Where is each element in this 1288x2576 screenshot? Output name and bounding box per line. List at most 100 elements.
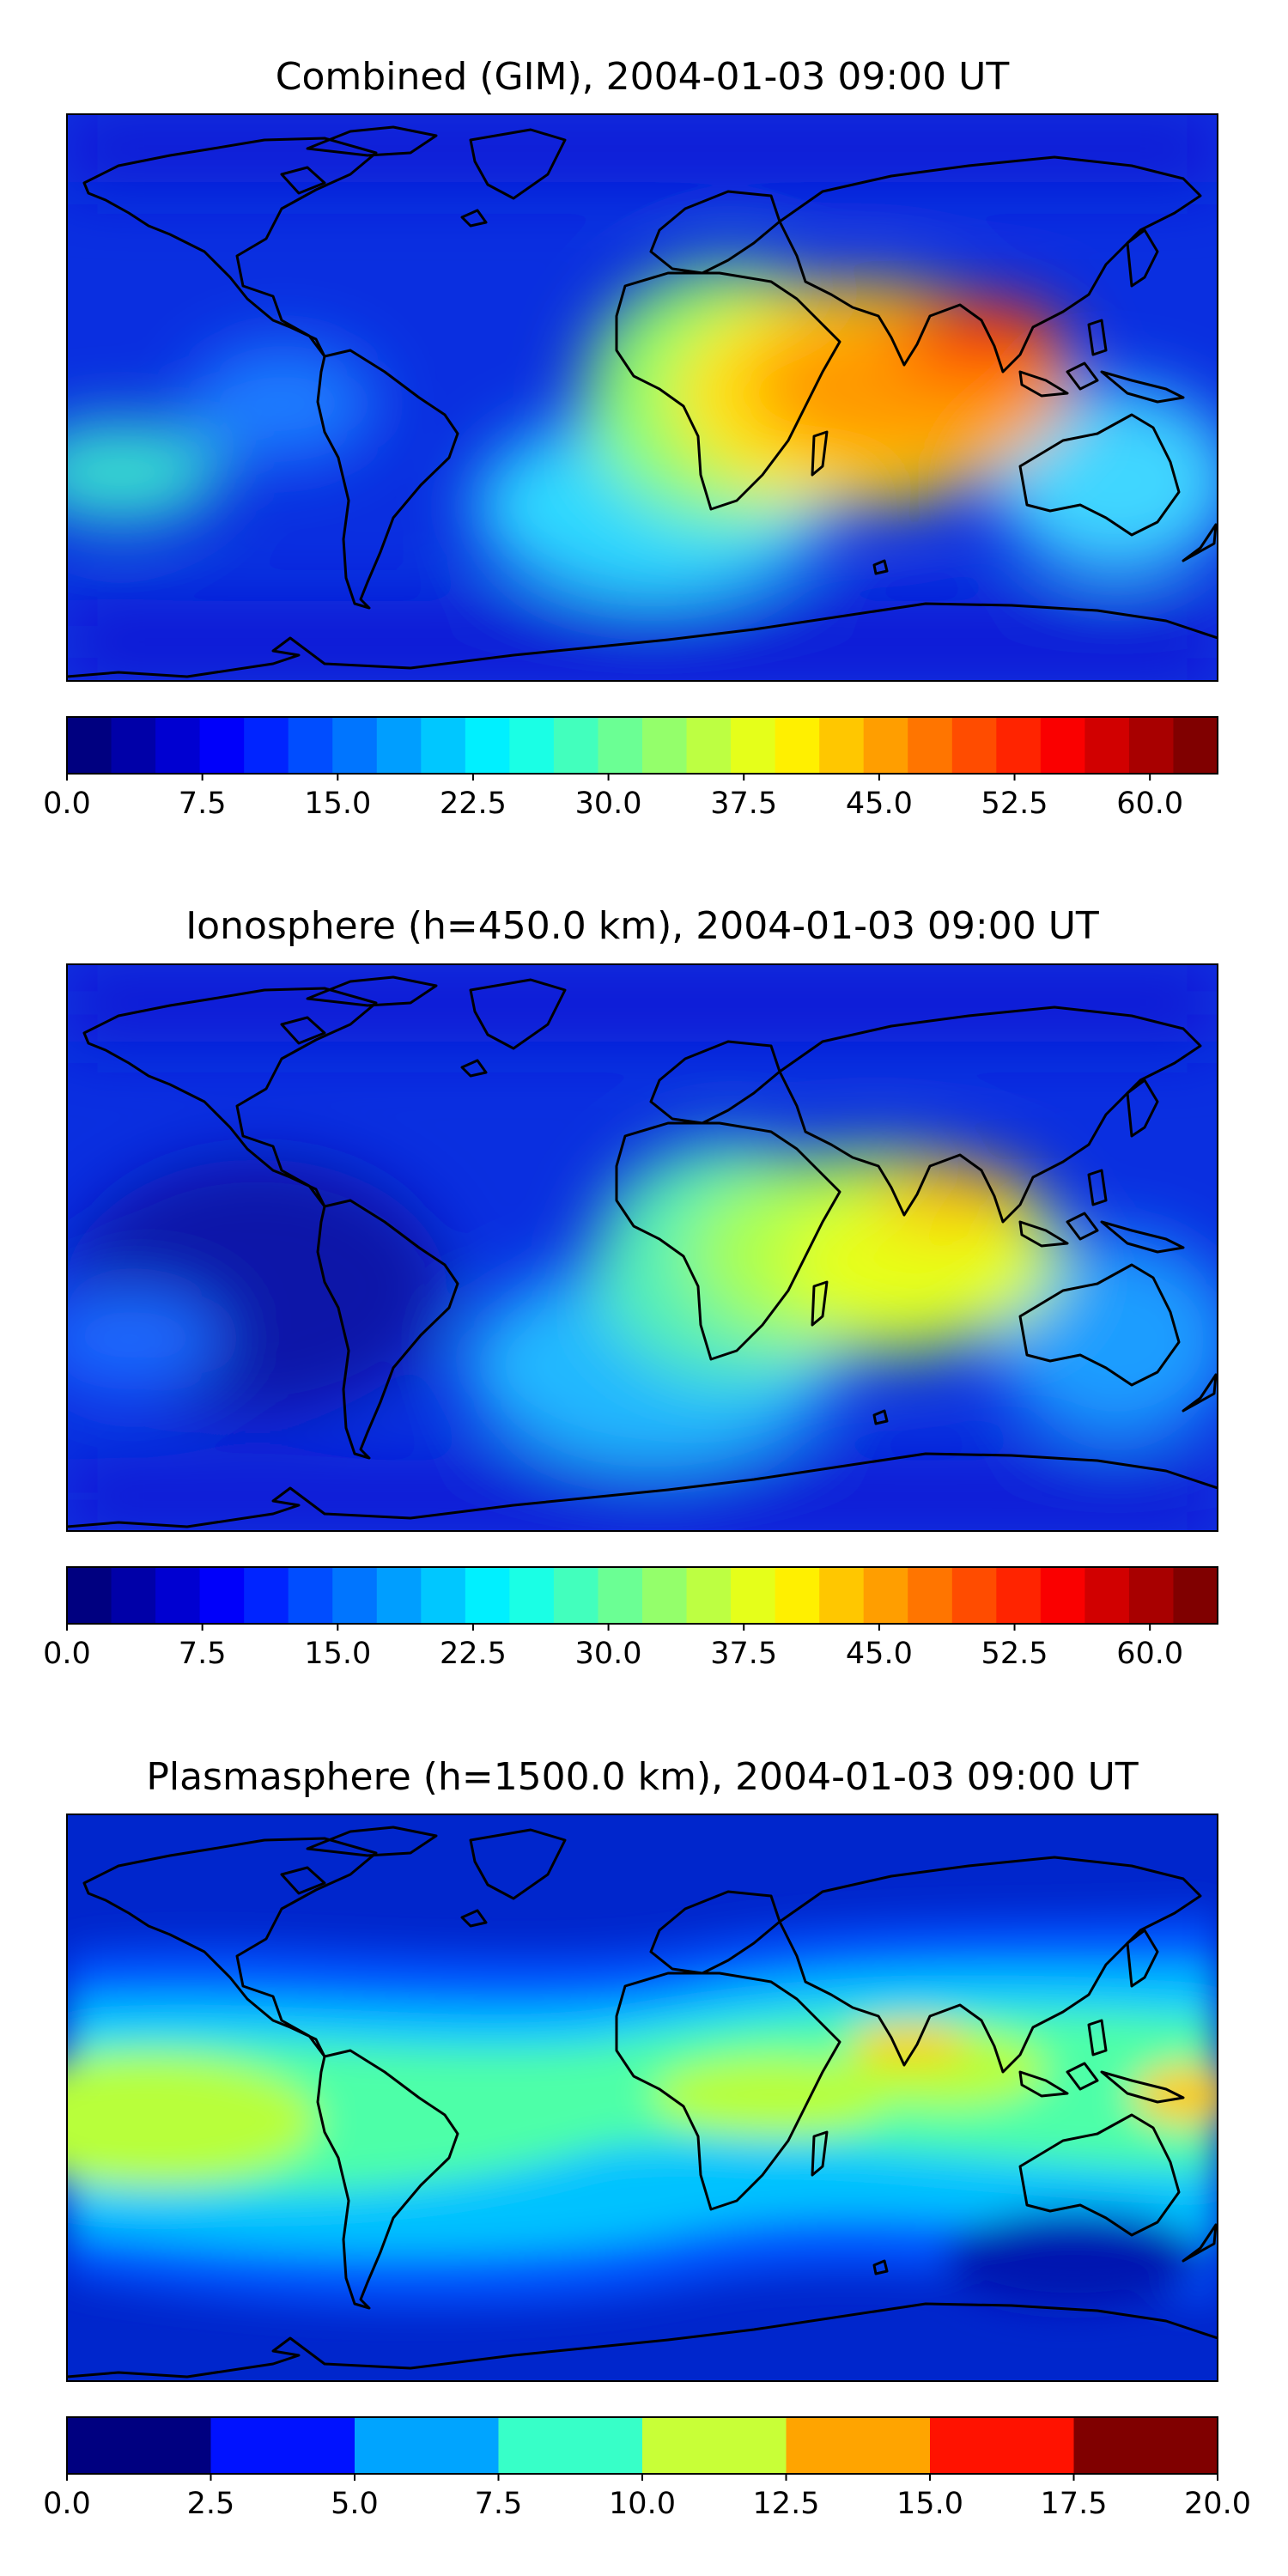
colorbar-segment bbox=[642, 2417, 787, 2474]
colorbar-segment bbox=[1040, 717, 1085, 774]
colorbar-tick-label: 15.0 bbox=[896, 2487, 963, 2521]
colorbar-tick-label: 30.0 bbox=[575, 1637, 642, 1671]
colorbar-tick-label: 0.0 bbox=[43, 1637, 91, 1671]
colorbar-tick-label: 37.5 bbox=[710, 1637, 777, 1671]
colorbar-tick-label: 15.0 bbox=[304, 787, 371, 821]
colorbar-segment bbox=[731, 1567, 776, 1624]
map-frame-combined bbox=[66, 113, 1218, 682]
colorbar-segment bbox=[199, 717, 245, 774]
colorbar-tick-label: 30.0 bbox=[575, 787, 642, 821]
colorbar-tick-label: 22.5 bbox=[440, 1637, 507, 1671]
map-ionosphere bbox=[67, 964, 1218, 1531]
colorbar-tick-label: 7.5 bbox=[475, 2487, 523, 2521]
colorbar-tick-label: 17.5 bbox=[1041, 2487, 1108, 2521]
colorbar-segment bbox=[642, 717, 688, 774]
colorbar-tick-label: 45.0 bbox=[846, 1637, 913, 1671]
map-plasmasphere bbox=[67, 1814, 1218, 2381]
colorbar-segment bbox=[1084, 717, 1130, 774]
colorbar-segment bbox=[288, 717, 333, 774]
colorbar-segment bbox=[155, 717, 201, 774]
colorbar-segment bbox=[598, 717, 643, 774]
colorbar-tick-label: 0.0 bbox=[43, 2487, 91, 2521]
colorbar-segment bbox=[355, 2417, 500, 2474]
panel-ionosphere: Ionosphere (h=450.0 km), 2004-01-03 09:0… bbox=[43, 904, 1218, 1671]
colorbar-segment bbox=[775, 1567, 820, 1624]
colorbar-segment bbox=[288, 1567, 333, 1624]
colorbar-tick-label: 7.5 bbox=[179, 1637, 227, 1671]
colorbar-segment bbox=[376, 1567, 422, 1624]
colorbar-segment bbox=[930, 2417, 1075, 2474]
colorbar-segment bbox=[908, 1567, 953, 1624]
colorbar-segment bbox=[951, 717, 997, 774]
colorbar-segment bbox=[210, 2417, 355, 2474]
colorbar-segment bbox=[598, 1567, 643, 1624]
colorbar-segment bbox=[1040, 1567, 1085, 1624]
colorbar-tick-label: 10.0 bbox=[609, 2487, 676, 2521]
colorbar-segment bbox=[1084, 1567, 1130, 1624]
panel-title-combined: Combined (GIM), 2004-01-03 09:00 UT bbox=[276, 55, 1010, 99]
colorbar-segment bbox=[686, 1567, 732, 1624]
colorbar-segment bbox=[863, 1567, 908, 1624]
colorbar-frame bbox=[66, 1566, 1218, 1625]
colorbar-segment bbox=[996, 717, 1042, 774]
colorbar-tick-label: 2.5 bbox=[187, 2487, 235, 2521]
colorbar-segment bbox=[1128, 1567, 1175, 1624]
colorbar-tick-label: 7.5 bbox=[179, 787, 227, 821]
colorbar-combined: 0.0 7.5 15.0 22.5 30.0 37.5 45.0 52.5 60.0 bbox=[43, 716, 1218, 821]
colorbar-segment bbox=[67, 717, 112, 774]
colorbar-segment bbox=[155, 1567, 201, 1624]
colorbar-segment bbox=[111, 717, 156, 774]
colorbar-segment bbox=[951, 1567, 997, 1624]
colorbar-ionosphere: 0.0 7.5 15.0 22.5 30.0 37.5 45.0 52.5 60.0 bbox=[43, 1566, 1218, 1671]
colorbar-segment bbox=[509, 1567, 555, 1624]
colorbar-segment bbox=[509, 717, 555, 774]
colorbar-tick-label: 15.0 bbox=[304, 1637, 371, 1671]
colorbar-segment bbox=[465, 1567, 510, 1624]
colorbar-segment bbox=[1128, 717, 1175, 774]
colorbar-segment bbox=[244, 717, 289, 774]
colorbar-segment bbox=[1173, 717, 1218, 774]
colorbar-tick-label: 52.5 bbox=[981, 787, 1048, 821]
colorbar-segment bbox=[1073, 2417, 1218, 2474]
colorbar-segment bbox=[332, 1567, 378, 1624]
colorbar-segment bbox=[498, 2417, 643, 2474]
colorbar-plasmasphere: 0.0 2.5 5.0 7.5 10.0 12.5 15.0 17.5 20.0 bbox=[43, 2416, 1251, 2521]
colorbar-tick-label: 22.5 bbox=[440, 787, 507, 821]
colorbar-segment bbox=[686, 717, 732, 774]
colorbar-tick-label: 5.0 bbox=[331, 2487, 379, 2521]
colorbar-segment bbox=[465, 717, 510, 774]
colorbar-segment bbox=[553, 717, 599, 774]
colorbar-segment bbox=[199, 1567, 245, 1624]
colorbar-segment bbox=[244, 1567, 289, 1624]
map-frame-plasmasphere bbox=[66, 1814, 1218, 2382]
colorbar-segment bbox=[908, 717, 953, 774]
colorbar-segment bbox=[996, 1567, 1042, 1624]
colorbar-tick-label: 45.0 bbox=[846, 787, 913, 821]
colorbar-segment bbox=[731, 717, 776, 774]
panel-combined: Combined (GIM), 2004-01-03 09:00 UT 0.0 7… bbox=[43, 55, 1218, 821]
colorbar-segment bbox=[863, 717, 908, 774]
panel-plasmasphere: Plasmasphere (h=1500.0 km), 2004-01-03 0… bbox=[43, 1755, 1251, 2521]
colorbar-segment bbox=[819, 717, 865, 774]
colorbar-tick-label: 60.0 bbox=[1116, 1637, 1183, 1671]
colorbar-segment bbox=[67, 1567, 112, 1624]
colorbar-segment bbox=[819, 1567, 865, 1624]
map-frame-ionosphere bbox=[66, 963, 1218, 1532]
colorbar-tick-label: 0.0 bbox=[43, 787, 91, 821]
colorbar-tick-label: 20.0 bbox=[1184, 2487, 1251, 2521]
colorbar-tick-label: 60.0 bbox=[1116, 787, 1183, 821]
panel-title-ionosphere: Ionosphere (h=450.0 km), 2004-01-03 09:0… bbox=[185, 904, 1099, 948]
colorbar-segment bbox=[786, 2417, 931, 2474]
map-combined bbox=[67, 114, 1218, 681]
colorbar-segment bbox=[642, 1567, 688, 1624]
colorbar-tick-label: 12.5 bbox=[753, 2487, 820, 2521]
colorbar-frame bbox=[66, 716, 1218, 775]
colorbar-segment bbox=[67, 2417, 212, 2474]
colorbar-tick-label: 52.5 bbox=[981, 1637, 1048, 1671]
colorbar-segment bbox=[332, 717, 378, 774]
colorbar-segment bbox=[1173, 1567, 1218, 1624]
colorbar-segment bbox=[421, 1567, 466, 1624]
colorbar-segment bbox=[553, 1567, 599, 1624]
panel-title-plasmasphere: Plasmasphere (h=1500.0 km), 2004-01-03 0… bbox=[146, 1755, 1138, 1799]
